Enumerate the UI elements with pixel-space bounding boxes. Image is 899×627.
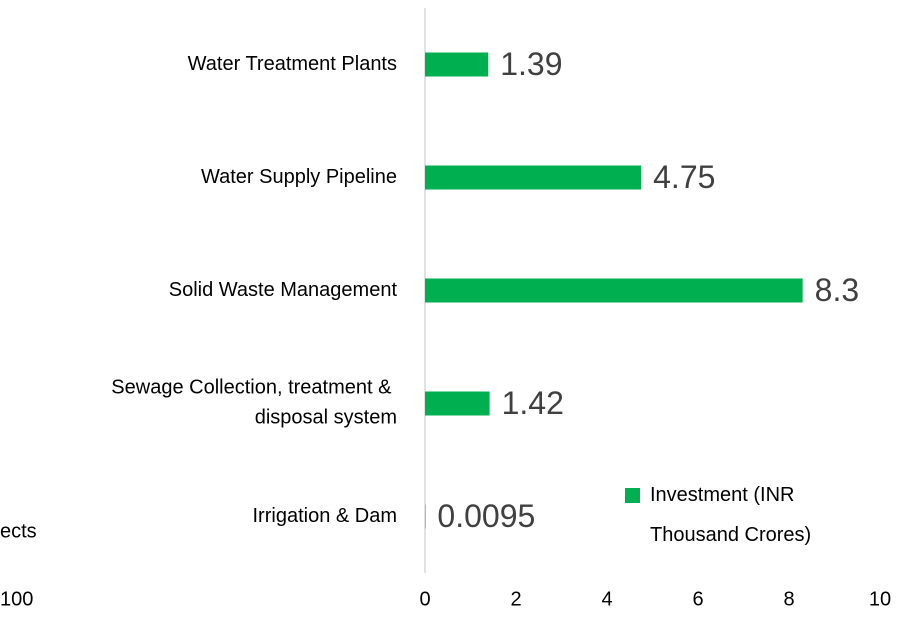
bar (425, 391, 490, 416)
category-label: Sewage Collection, treatment & disposal … (111, 377, 397, 429)
x-tick-label: 10 (869, 588, 891, 610)
category-label: Irrigation & Dam (253, 505, 398, 527)
x-tick-label: 6 (692, 588, 703, 610)
x-tick-label: 8 (783, 588, 794, 610)
bar (425, 278, 803, 303)
bar (425, 165, 642, 190)
legend-label: Investment (INR Thousand Crores) (650, 484, 811, 546)
value-label: 0.0095 (437, 498, 535, 534)
x-tick-label: 2 (510, 588, 521, 610)
value-label: 4.75 (653, 159, 715, 195)
legend-label: ects (0, 520, 37, 542)
category-label: Solid Waste Management (169, 279, 398, 301)
x-tick-label: 0 (419, 588, 430, 610)
legend-swatch (625, 488, 640, 503)
value-label: 1.39 (500, 46, 562, 82)
value-label: 8.3 (815, 272, 859, 308)
x-tick-label: 4 (601, 588, 612, 610)
category-label: Water Supply Pipeline (201, 166, 397, 188)
bar (425, 52, 489, 77)
category-label: Water Treatment Plants (188, 53, 397, 75)
value-label: 1.42 (502, 385, 564, 421)
x-tick-label: 100 (0, 588, 33, 610)
